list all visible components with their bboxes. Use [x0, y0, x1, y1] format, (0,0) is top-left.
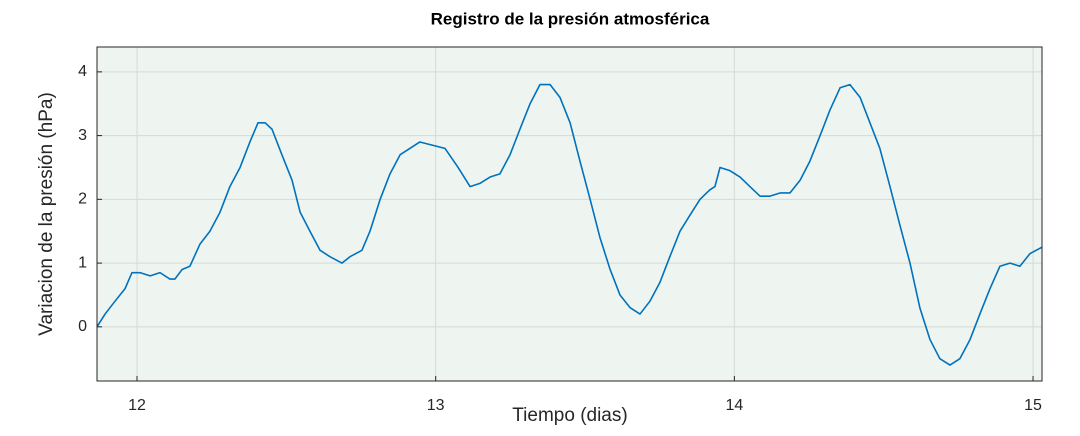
y-tick-label: 0 — [78, 318, 87, 335]
y-axis-label: Variacion de la presión (hPa) — [36, 92, 57, 336]
x-tick-label: 12 — [128, 397, 146, 414]
y-tick-label: 3 — [78, 127, 87, 144]
x-tick-label: 13 — [427, 397, 445, 414]
data-line — [96, 83, 1043, 366]
y-tick-label: 1 — [78, 254, 87, 271]
x-tick-label: 15 — [1024, 397, 1042, 414]
x-tick-label: 14 — [725, 397, 743, 414]
chart-title: Registro de la presión atmosférica — [431, 9, 710, 28]
y-tick-label: 2 — [78, 191, 87, 208]
x-axis-label: Tiempo (dias) — [512, 405, 627, 426]
y-tick-label: 4 — [78, 63, 87, 80]
plot-area — [97, 47, 1042, 381]
plot-frame — [96, 46, 1043, 382]
